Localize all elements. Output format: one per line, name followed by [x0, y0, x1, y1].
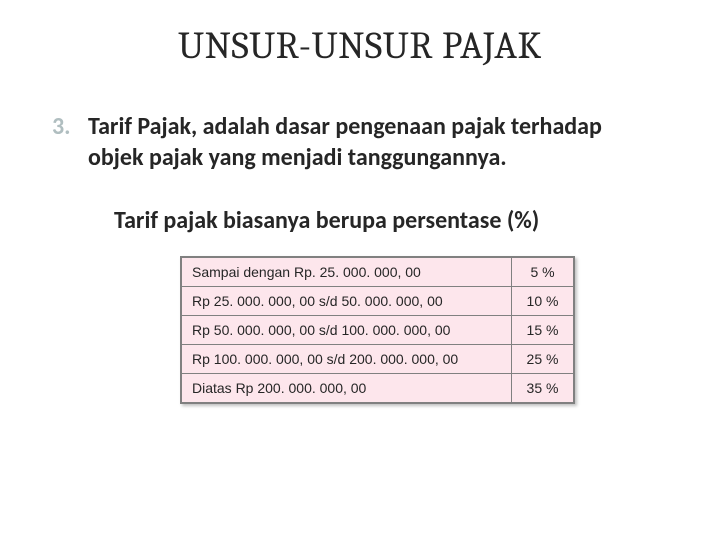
range-cell: Rp 100. 000. 000, 00 s/d 200. 000. 000, … [182, 345, 512, 374]
pct-cell: 15 % [512, 316, 574, 345]
body-paragraph: Tarif Pajak, adalah dasar pengenaan paja… [88, 112, 648, 173]
tax-rate-table-wrap: Sampai dengan Rp. 25. 000. 000, 00 5 % R… [180, 256, 575, 404]
tax-rate-table: Sampai dengan Rp. 25. 000. 000, 00 5 % R… [181, 257, 574, 403]
table-row: Rp 25. 000. 000, 00 s/d 50. 000. 000, 00… [182, 287, 574, 316]
table-row: Rp 100. 000. 000, 00 s/d 200. 000. 000, … [182, 345, 574, 374]
table-row: Rp 50. 000. 000, 00 s/d 100. 000. 000, 0… [182, 316, 574, 345]
table-row: Diatas Rp 200. 000. 000, 00 35 % [182, 374, 574, 403]
table-row: Sampai dengan Rp. 25. 000. 000, 00 5 % [182, 258, 574, 287]
range-cell: Rp 25. 000. 000, 00 s/d 50. 000. 000, 00 [182, 287, 512, 316]
body-paragraph-indent: Tarif pajak biasanya berupa persentase (… [114, 206, 674, 237]
page-title: UNSUR-UNSUR PAJAK [0, 24, 720, 68]
list-number: 3. [52, 112, 71, 141]
pct-cell: 25 % [512, 345, 574, 374]
pct-cell: 10 % [512, 287, 574, 316]
pct-cell: 5 % [512, 258, 574, 287]
range-cell: Rp 50. 000. 000, 00 s/d 100. 000. 000, 0… [182, 316, 512, 345]
range-cell: Sampai dengan Rp. 25. 000. 000, 00 [182, 258, 512, 287]
pct-cell: 35 % [512, 374, 574, 403]
range-cell: Diatas Rp 200. 000. 000, 00 [182, 374, 512, 403]
